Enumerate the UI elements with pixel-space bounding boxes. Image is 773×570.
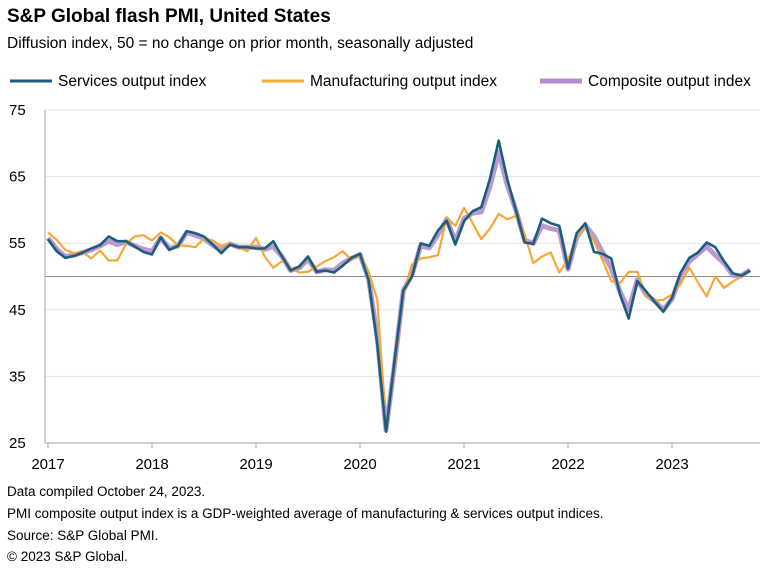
x-tick-label: 2021 (447, 456, 480, 473)
x-tick-label: 2018 (135, 456, 168, 473)
y-tick-label: 35 (9, 368, 26, 385)
legend-label: Manufacturing output index (310, 73, 497, 90)
x-tick-label: 2017 (31, 456, 64, 473)
chart-title: S&P Global flash PMI, United States (7, 6, 331, 27)
y-tick-label: 65 (9, 169, 26, 186)
chart-subtitle: Diffusion index, 50 = no change on prior… (7, 35, 474, 52)
x-tick-label: 2020 (343, 456, 376, 473)
x-tick-label: 2023 (655, 456, 688, 473)
x-tick-label: 2019 (239, 456, 272, 473)
footer-source: Source: S&P Global PMI. (7, 528, 159, 543)
y-tick-label: 25 (9, 435, 26, 452)
legend-label: Services output index (58, 73, 206, 90)
y-tick-label: 45 (9, 302, 26, 319)
footer-note-method: PMI composite output index is a GDP-weig… (7, 506, 604, 521)
legend-label: Composite output index (588, 73, 751, 90)
x-tick-label: 2022 (551, 456, 584, 473)
series-line-services-output-index (46, 139, 751, 434)
footer-copyright: © 2023 S&P Global. (7, 549, 128, 564)
footer-note-date: Data compiled October 24, 2023. (7, 484, 206, 499)
y-tick-label: 75 (9, 102, 26, 119)
y-tick-label: 55 (9, 235, 26, 252)
